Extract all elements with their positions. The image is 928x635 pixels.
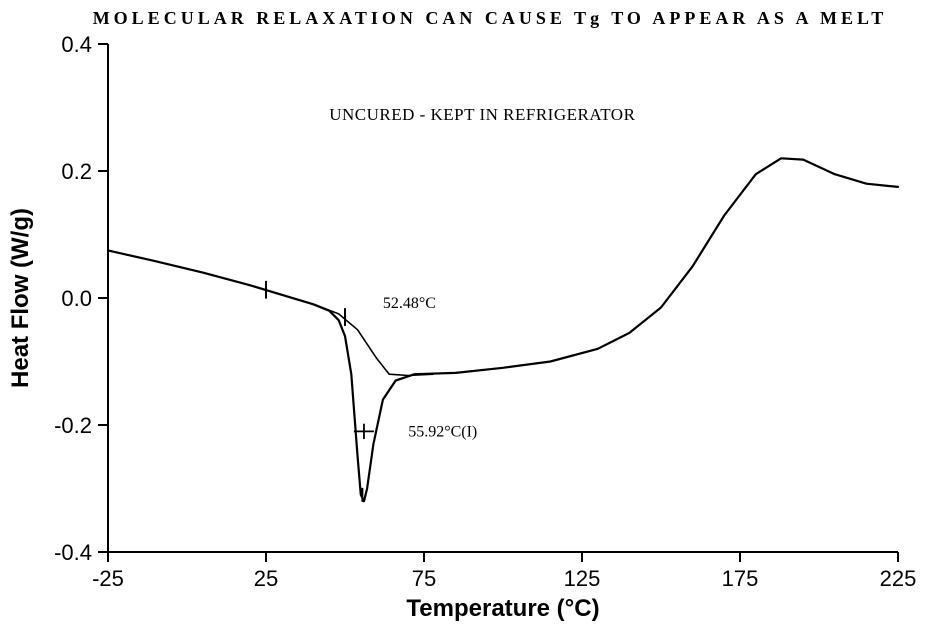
x-tick-label: 125 <box>564 566 601 591</box>
series-main <box>108 158 898 501</box>
x-tick-label: -25 <box>92 566 124 591</box>
y-tick-label: 0.2 <box>61 159 92 184</box>
annotation: 55.92°C(I) <box>408 423 477 440</box>
y-tick-label: 0.4 <box>61 32 92 57</box>
x-axis-label: Temperature (°C) <box>406 595 599 622</box>
y-tick-label: -0.4 <box>54 540 92 565</box>
x-tick-label: 75 <box>412 566 436 591</box>
x-tick-label: 25 <box>254 566 278 591</box>
x-tick-label: 175 <box>722 566 759 591</box>
x-tick-label: 225 <box>880 566 917 591</box>
chart-svg: -25 25 75 125 175 225 -0.4 -0.2 0.0 0.2 0.4 Tempera… <box>0 0 928 635</box>
y-tick-label: -0.2 <box>54 413 92 438</box>
chart-container: MOLECULAR RELAXATION CAN CAUSE Tg TO APP… <box>0 0 928 635</box>
y-axis-label: Heat Flow (W/g) <box>7 208 34 388</box>
legend-text: UNCURED - KEPT IN REFRIGERATOR <box>329 105 635 124</box>
y-tick-label: 0.0 <box>61 286 92 311</box>
annotation: 52.48°C <box>383 295 436 312</box>
chart-title: MOLECULAR RELAXATION CAN CAUSE Tg TO APP… <box>80 8 900 29</box>
